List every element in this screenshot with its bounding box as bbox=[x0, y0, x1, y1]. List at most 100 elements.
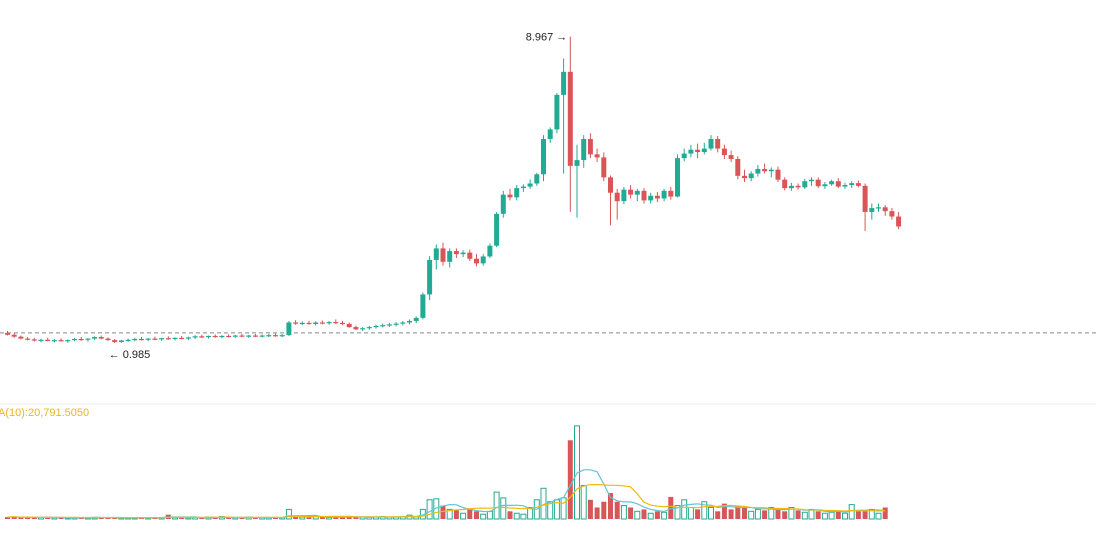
candle bbox=[165, 336, 171, 340]
candle-body bbox=[829, 181, 835, 185]
volume-bar bbox=[668, 496, 674, 519]
candle-body bbox=[65, 340, 71, 342]
candle-body bbox=[159, 338, 165, 340]
candle bbox=[38, 338, 44, 343]
candle bbox=[273, 333, 278, 337]
candle bbox=[494, 211, 500, 248]
candle-body bbox=[541, 138, 546, 175]
candle-body bbox=[413, 317, 419, 321]
candle-body bbox=[360, 328, 366, 330]
candle-body bbox=[105, 338, 111, 341]
candle bbox=[145, 337, 151, 342]
volume-bar bbox=[775, 509, 781, 519]
volume-bar bbox=[152, 517, 158, 519]
candle bbox=[896, 211, 902, 230]
candle-body bbox=[802, 181, 808, 188]
volume-bar bbox=[654, 511, 660, 519]
candle bbox=[393, 322, 399, 327]
candle-body bbox=[25, 338, 31, 340]
volume-bar bbox=[353, 516, 359, 519]
volume-bar bbox=[112, 517, 118, 519]
candle-body bbox=[447, 251, 453, 262]
min-price-marker: ← 0.985 bbox=[109, 349, 151, 361]
candle bbox=[239, 333, 245, 338]
volume-bar bbox=[762, 510, 768, 519]
candle-body bbox=[634, 190, 640, 195]
volume-bar bbox=[828, 511, 835, 520]
candle bbox=[132, 337, 138, 342]
candle-body bbox=[561, 71, 567, 95]
candle bbox=[319, 320, 325, 325]
candle bbox=[561, 58, 567, 174]
volume-bar bbox=[226, 517, 232, 519]
candle bbox=[453, 248, 459, 258]
candle-body bbox=[132, 338, 138, 341]
candle bbox=[346, 322, 352, 328]
volume-bar bbox=[460, 512, 467, 520]
candle-body bbox=[601, 157, 607, 178]
candle-body bbox=[232, 335, 238, 337]
candle bbox=[266, 333, 272, 338]
candle bbox=[849, 181, 855, 189]
volume-bar bbox=[687, 506, 694, 520]
candle bbox=[433, 244, 439, 270]
candle bbox=[293, 320, 299, 325]
candle bbox=[360, 327, 366, 331]
candle-body bbox=[400, 322, 406, 324]
volume-bar bbox=[742, 507, 747, 519]
volume-bar bbox=[25, 517, 31, 519]
candle bbox=[755, 165, 761, 177]
volume-bar bbox=[708, 506, 714, 520]
candle bbox=[219, 335, 225, 339]
candle-body bbox=[855, 183, 861, 186]
candle bbox=[520, 184, 526, 192]
candle bbox=[534, 172, 540, 186]
candle-body bbox=[239, 335, 245, 337]
volume-bar bbox=[587, 499, 593, 519]
candle-body bbox=[869, 208, 875, 212]
candle bbox=[500, 190, 506, 218]
volume-bar bbox=[567, 440, 573, 519]
candle-body bbox=[889, 211, 895, 217]
candle bbox=[226, 334, 232, 338]
candle bbox=[514, 185, 520, 201]
candle bbox=[105, 337, 111, 341]
candle-body bbox=[273, 335, 278, 337]
volume-bar bbox=[513, 512, 520, 520]
candle-body bbox=[809, 179, 814, 182]
candle bbox=[541, 135, 546, 182]
max-price-label: 8.967 → bbox=[526, 32, 568, 44]
candle bbox=[185, 336, 191, 341]
candle-body bbox=[882, 207, 888, 212]
volume-bar bbox=[179, 517, 185, 519]
volume-bar bbox=[594, 507, 600, 519]
candle bbox=[487, 243, 493, 258]
volume-bar bbox=[815, 511, 821, 519]
candle bbox=[353, 325, 359, 331]
candle bbox=[172, 337, 178, 341]
candle-body bbox=[507, 194, 513, 198]
candle-body bbox=[373, 325, 379, 328]
candle-body bbox=[393, 323, 399, 325]
volume-bar bbox=[440, 505, 446, 519]
candle bbox=[587, 133, 593, 159]
candle bbox=[11, 333, 17, 338]
volume-bar bbox=[628, 507, 634, 519]
candle-body bbox=[58, 340, 64, 342]
candle-body bbox=[266, 335, 272, 337]
candle bbox=[118, 339, 124, 343]
volume-bar bbox=[474, 511, 479, 519]
candle-body bbox=[185, 337, 191, 339]
volume-bar bbox=[446, 508, 453, 520]
candle-body bbox=[380, 325, 386, 327]
volume-bar bbox=[721, 503, 727, 519]
volume-bar bbox=[486, 510, 493, 520]
volume-bar bbox=[875, 512, 882, 520]
volume-bar bbox=[252, 517, 258, 519]
candle-body bbox=[427, 259, 433, 295]
candle bbox=[547, 127, 553, 143]
volume-bar bbox=[293, 516, 299, 519]
candle-body bbox=[45, 339, 51, 341]
volume-bar bbox=[285, 508, 292, 520]
candle bbox=[125, 338, 131, 343]
